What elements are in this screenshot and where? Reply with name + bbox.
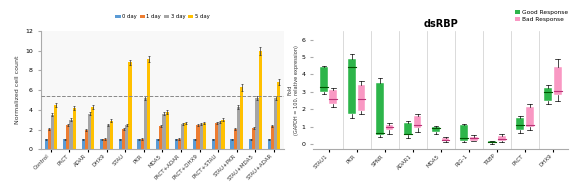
Bar: [267, 139, 271, 149]
Bar: [554, 68, 561, 95]
Bar: [70, 120, 72, 149]
Y-axis label: Normalized cell count: Normalized cell count: [14, 56, 20, 124]
Bar: [488, 141, 496, 143]
Bar: [107, 125, 110, 149]
Bar: [218, 122, 222, 149]
Bar: [516, 118, 524, 130]
Bar: [259, 51, 262, 149]
Bar: [181, 124, 184, 149]
Bar: [234, 128, 237, 149]
Bar: [274, 98, 277, 149]
Bar: [66, 125, 70, 149]
Bar: [48, 128, 51, 149]
Title: dsRBP: dsRBP: [423, 19, 458, 29]
Bar: [175, 139, 178, 149]
Bar: [88, 114, 91, 149]
Bar: [51, 115, 54, 149]
Bar: [200, 124, 203, 149]
Bar: [100, 139, 103, 149]
Bar: [178, 139, 181, 149]
Bar: [460, 125, 468, 141]
Bar: [137, 139, 140, 149]
Bar: [357, 85, 365, 111]
Bar: [125, 125, 128, 149]
Bar: [82, 139, 85, 149]
Bar: [184, 123, 187, 149]
Bar: [348, 59, 356, 114]
Bar: [45, 139, 48, 149]
Bar: [240, 87, 243, 149]
Legend: 0 day, 1 day, 3 day, 5 day: 0 day, 1 day, 3 day, 5 day: [113, 12, 212, 21]
Bar: [432, 127, 440, 132]
Bar: [162, 114, 165, 149]
Bar: [110, 121, 113, 149]
Bar: [122, 128, 125, 149]
Bar: [544, 88, 552, 100]
Bar: [193, 139, 197, 149]
Bar: [414, 116, 422, 128]
Bar: [85, 130, 88, 149]
Bar: [252, 128, 255, 149]
Bar: [222, 120, 224, 149]
Bar: [237, 107, 240, 149]
Bar: [147, 59, 150, 149]
Y-axis label: Fold
(GAPDH = 100, relative expression): Fold (GAPDH = 100, relative expression): [288, 45, 299, 135]
Bar: [470, 137, 477, 141]
Bar: [498, 136, 506, 141]
Bar: [197, 125, 200, 149]
Bar: [404, 123, 412, 135]
Bar: [63, 139, 66, 149]
Bar: [140, 139, 144, 149]
Bar: [212, 139, 215, 149]
Bar: [329, 90, 338, 104]
Bar: [277, 82, 280, 149]
Bar: [386, 125, 393, 130]
Bar: [255, 98, 259, 149]
Bar: [376, 83, 384, 135]
Bar: [156, 139, 160, 149]
Bar: [230, 139, 234, 149]
Bar: [165, 112, 169, 149]
Bar: [320, 68, 328, 92]
Bar: [72, 108, 76, 149]
Bar: [54, 105, 57, 149]
Bar: [160, 126, 162, 149]
Bar: [91, 107, 95, 149]
Bar: [215, 123, 218, 149]
Bar: [203, 123, 206, 149]
Bar: [526, 108, 534, 127]
Bar: [144, 98, 147, 149]
Bar: [103, 139, 107, 149]
Bar: [249, 139, 252, 149]
Bar: [128, 62, 132, 149]
Bar: [119, 139, 122, 149]
Bar: [271, 126, 274, 149]
Legend: Good Response, Bad Response: Good Response, Bad Response: [512, 8, 571, 24]
Bar: [441, 138, 450, 141]
